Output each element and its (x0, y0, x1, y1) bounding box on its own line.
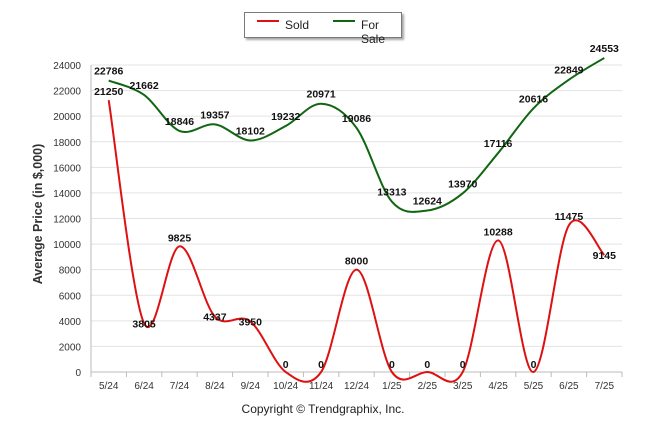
data-label-sold: 3805 (132, 318, 156, 330)
data-label-for-sale: 13313 (377, 187, 406, 199)
x-tick-label: 1/25 (382, 381, 402, 392)
y-tick-label: 18000 (53, 138, 81, 149)
y-axis-title: Average Price (in $,000) (31, 144, 45, 285)
data-label-sold: 9145 (593, 250, 617, 262)
x-tick-label: 8/24 (205, 381, 225, 392)
data-label-for-sale: 22849 (554, 65, 583, 77)
x-tick-label: 3/25 (453, 381, 473, 392)
data-label-sold: 10288 (483, 226, 512, 238)
x-tick-label: 10/24 (273, 381, 298, 392)
y-tick-label: 6000 (59, 291, 82, 302)
data-labels: 21250 3805 9825 4337 3950 0 0 8000 0 0 0 10288 0 1147… (94, 43, 619, 371)
data-label-sold: 0 (424, 359, 430, 371)
data-label-for-sale: 19086 (342, 113, 371, 125)
data-label-sold: 0 (389, 359, 395, 371)
data-label-sold: 3950 (239, 316, 263, 328)
legend-swatch-sold (257, 20, 279, 22)
x-tick-label: 5/24 (99, 381, 119, 392)
data-label-for-sale: 12624 (413, 196, 442, 208)
data-label-sold: 0 (531, 359, 537, 371)
y-tick-label: 0 (75, 368, 81, 379)
x-tick-label: 7/24 (170, 381, 190, 392)
series-line-sold (107, 100, 606, 383)
x-tick-label: 11/24 (309, 381, 334, 392)
y-tick-label: 24000 (53, 61, 81, 72)
y-tick-label: 14000 (53, 189, 81, 200)
data-label-for-sale: 21662 (129, 80, 158, 92)
data-label-sold: 11475 (555, 211, 584, 223)
data-label-for-sale: 18846 (165, 116, 194, 128)
x-tick-label: 7/25 (595, 381, 615, 392)
data-label-sold: 0 (318, 359, 324, 371)
data-label-for-sale: 20971 (306, 89, 335, 101)
data-label-for-sale: 17116 (484, 138, 513, 150)
x-tick-label: 6/25 (559, 381, 579, 392)
y-tick-label: 22000 (53, 87, 81, 98)
y-tick-label: 12000 (53, 215, 81, 226)
x-tick-label: 9/24 (241, 381, 261, 392)
x-tick-label: 12/24 (344, 381, 369, 392)
y-tick-label: 20000 (53, 112, 81, 123)
y-tick-label: 10000 (53, 240, 81, 251)
data-label-for-sale: 24553 (590, 43, 619, 55)
legend-label-for-sale: For Sale (361, 18, 386, 46)
data-label-sold: 4337 (203, 312, 227, 324)
y-tick-label: 8000 (59, 266, 82, 277)
x-tick-label: 6/24 (134, 381, 154, 392)
data-label-for-sale: 13970 (448, 178, 477, 190)
x-tick-label: 5/25 (524, 381, 544, 392)
data-label-sold: 9825 (168, 232, 192, 244)
legend-swatch-for-sale (333, 20, 355, 22)
data-label-for-sale: 22786 (94, 66, 123, 78)
y-tick-label: 2000 (59, 342, 82, 353)
series-lines (107, 57, 606, 383)
y-tick-label: 16000 (53, 163, 81, 174)
data-label-sold: 0 (460, 359, 466, 371)
data-label-sold: 0 (283, 359, 289, 371)
data-label-sold: 21250 (94, 86, 123, 98)
data-label-for-sale: 19232 (271, 111, 300, 123)
x-tick-label: 2/25 (418, 381, 438, 392)
copyright-text: Copyright © Trendgraphix, Inc. (241, 402, 405, 416)
legend-label-sold: Sold (285, 18, 310, 32)
data-label-for-sale: 18102 (236, 125, 265, 137)
data-label-for-sale: 20616 (519, 93, 548, 105)
x-tick-label: 4/25 (488, 381, 508, 392)
data-label-sold: 8000 (345, 256, 369, 268)
grid-lines (91, 64, 622, 373)
legend: Sold For Sale (244, 12, 402, 46)
series-line-for-sale (108, 57, 605, 213)
axes: 0 2000 4000 6000 8000 10000 12000 14000 16000 180… (53, 61, 623, 392)
data-label-for-sale: 19357 (200, 109, 229, 121)
y-tick-label: 4000 (59, 317, 82, 328)
